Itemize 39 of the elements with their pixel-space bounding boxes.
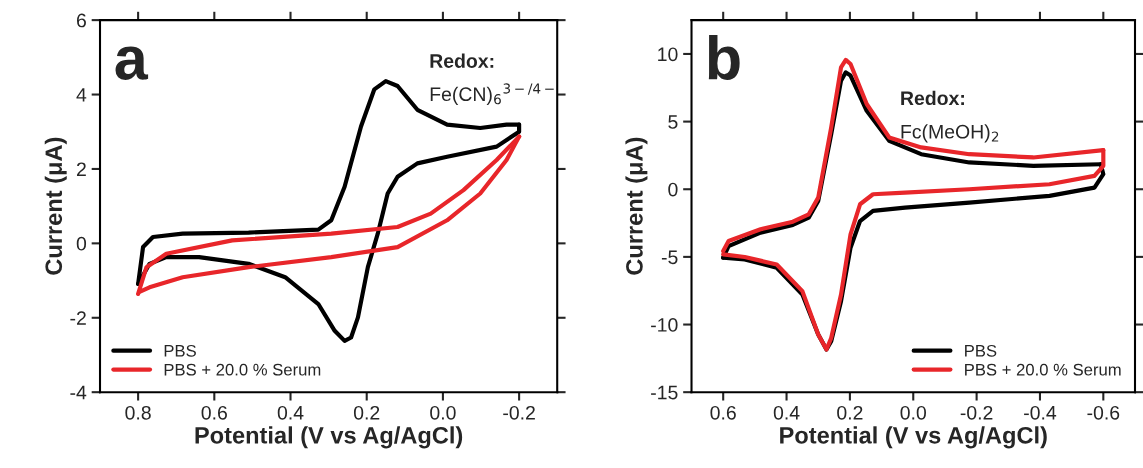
y-tick-label: -15 [651, 385, 678, 400]
x-axis-title: Potential (V vs Ag/AgCl) [780, 426, 1047, 449]
x-axis-title: Potential (V vs Ag/AgCl) [195, 426, 463, 449]
x-tick-label: 0.0 [900, 405, 927, 420]
x-tick-label: 0.0 [430, 405, 456, 420]
x-tick-label: -0.2 [960, 405, 993, 420]
x-tick-label: 0.4 [773, 405, 800, 420]
y-tick-label: -10 [651, 318, 678, 332]
y-tick-label: 0 [668, 182, 678, 197]
x-tick-label: 0.6 [710, 405, 736, 420]
x-tick-label: -0.6 [1087, 405, 1120, 420]
y-axis-title: Current (μA) [625, 137, 648, 275]
annotation: Redox: [901, 90, 964, 106]
annotation: Fc(MeOH)$_{2}$ [901, 124, 999, 143]
legend-label: PBS + 20.0 % Serum [965, 363, 1121, 376]
y-axis-title: Current (μA) [44, 137, 67, 275]
y-tick-label: -4 [70, 385, 87, 400]
x-tick-label: -0.2 [503, 405, 535, 420]
legend-label: PBS [164, 344, 196, 357]
y-tick-label: 4 [76, 88, 87, 102]
legend-label: PBS [965, 344, 997, 357]
y-tick-label: 5 [668, 115, 678, 129]
y-tick-label: 6 [76, 13, 86, 28]
y-tick-label: -2 [70, 311, 86, 325]
legend-label: PBS + 20.0 % Serum [164, 363, 321, 376]
annotation: b [708, 35, 740, 80]
annotation: Redox: [430, 53, 494, 68]
x-tick-label: 0.6 [201, 405, 227, 420]
annotation: a [115, 46, 149, 80]
x-tick-label: 0.2 [837, 405, 863, 420]
y-tick-label: 0 [76, 236, 87, 251]
annotation: Fe(CN)$_{6}$$^{3−/4−}$ [430, 83, 554, 105]
x-tick-label: 0.4 [277, 405, 304, 420]
x-tick-label: 0.2 [353, 405, 380, 420]
x-tick-label: -0.4 [1024, 405, 1057, 420]
y-tick-label: 10 [658, 47, 678, 62]
x-tick-label: 0.8 [125, 405, 151, 420]
y-tick-label: 2 [76, 162, 86, 176]
y-tick-label: -5 [661, 250, 678, 265]
